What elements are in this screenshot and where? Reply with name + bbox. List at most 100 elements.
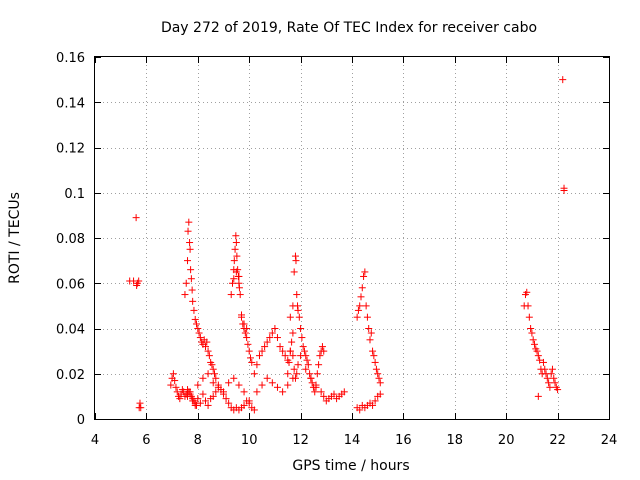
- data-point: [308, 379, 316, 387]
- data-point: [240, 401, 248, 409]
- data-point: [545, 379, 553, 387]
- x-tick-label: 24: [601, 433, 618, 448]
- data-point: [189, 397, 197, 405]
- data-point: [293, 370, 301, 378]
- data-point: [290, 365, 298, 373]
- data-point: [353, 313, 361, 321]
- data-point: [258, 381, 266, 389]
- data-point: [220, 388, 227, 396]
- data-point: [230, 275, 238, 283]
- data-point: [362, 302, 370, 310]
- data-point: [286, 347, 294, 355]
- data-point: [297, 325, 305, 332]
- data-point: [232, 232, 240, 240]
- data-point: [195, 329, 203, 337]
- x-tick-label: 16: [395, 433, 412, 448]
- data-point: [212, 374, 220, 382]
- data-point: [263, 374, 271, 382]
- y-tick-label: 0.16: [56, 51, 85, 66]
- data-point: [204, 370, 212, 378]
- data-point: [356, 406, 364, 414]
- data-point: [228, 279, 236, 287]
- data-point: [536, 356, 544, 364]
- data-point: [182, 279, 190, 287]
- data-point: [222, 395, 230, 403]
- data-point: [306, 370, 314, 378]
- data-point: [560, 186, 568, 194]
- data-point: [316, 352, 324, 360]
- axis-ticks: [95, 57, 610, 420]
- data-point: [369, 347, 377, 355]
- data-point: [361, 268, 369, 276]
- data-point: [303, 356, 311, 364]
- data-point: [268, 329, 276, 337]
- grid-lines: [95, 57, 609, 419]
- data-point: [330, 390, 338, 398]
- data-point: [525, 313, 533, 321]
- data-point: [176, 395, 184, 403]
- data-point: [524, 302, 532, 310]
- data-point: [284, 381, 292, 389]
- data-point: [240, 320, 248, 328]
- data-point: [312, 383, 320, 391]
- data-point: [315, 361, 323, 369]
- x-tick-label: 18: [447, 433, 464, 448]
- data-point: [187, 266, 195, 274]
- x-tick-label: 10: [241, 433, 258, 448]
- data-point: [194, 381, 202, 389]
- x-tick-label: 20: [498, 433, 515, 448]
- data-point: [374, 370, 382, 378]
- data-point: [227, 291, 235, 299]
- data-point: [263, 338, 271, 346]
- x-tick-label: 14: [344, 433, 361, 448]
- data-point: [354, 306, 362, 314]
- data-point: [169, 370, 177, 378]
- data-point: [188, 286, 196, 294]
- x-tick-labels: 4 6 8 10 12 14 16 18 20 22 24: [91, 433, 617, 448]
- data-point: [297, 352, 305, 360]
- data-point: [279, 388, 287, 396]
- plot-frame: [94, 56, 610, 420]
- data-point: [209, 365, 217, 373]
- data-point: [548, 365, 556, 373]
- data-point: [284, 370, 292, 378]
- x-tick-label: 6: [142, 433, 150, 448]
- data-point: [543, 374, 551, 382]
- data-point: [187, 275, 195, 283]
- data-point: [184, 227, 192, 235]
- data-point: [208, 361, 216, 369]
- data-point: [236, 291, 244, 299]
- data-point: [276, 343, 284, 351]
- data-point: [184, 392, 192, 400]
- data-point: [358, 284, 366, 292]
- data-point: [211, 370, 219, 378]
- data-point: [194, 325, 202, 332]
- x-tick-label: 4: [91, 433, 99, 448]
- data-point: [539, 358, 547, 366]
- data-point: [196, 334, 204, 342]
- data-point: [546, 383, 554, 391]
- data-point: [186, 239, 194, 247]
- data-point: [528, 329, 536, 337]
- data-point: [261, 343, 269, 351]
- data-point: [300, 347, 308, 355]
- data-point: [171, 377, 179, 385]
- data-point: [534, 392, 542, 400]
- data-point: [209, 392, 217, 400]
- data-point: [132, 214, 140, 222]
- data-point: [293, 291, 301, 299]
- data-point: [534, 352, 542, 360]
- data-point: [243, 325, 251, 332]
- data-point: [371, 358, 379, 366]
- data-point: [273, 383, 281, 391]
- data-point: [186, 388, 194, 396]
- x-axis-label: GPS time / hours: [292, 458, 409, 474]
- data-point: [136, 399, 144, 407]
- data-point: [311, 388, 319, 396]
- data-point: [232, 268, 240, 276]
- data-point: [250, 406, 258, 414]
- data-point: [523, 288, 531, 296]
- data-point: [173, 388, 181, 396]
- data-point: [294, 302, 302, 310]
- data-point: [298, 334, 306, 342]
